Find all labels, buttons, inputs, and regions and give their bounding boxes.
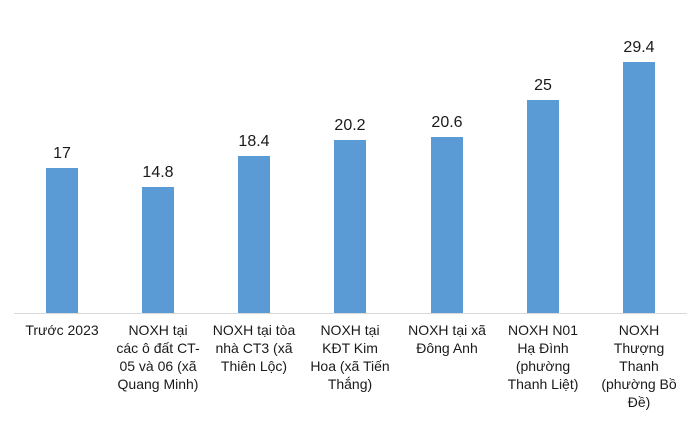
bar (142, 187, 174, 313)
plot-area: 17 14.8 18.4 20.2 20.6 25 29.4 (46, 39, 655, 313)
x-axis-category-label: NOXH Thượng Thanh (phường Bồ Đề) (601, 322, 677, 410)
bar-value-label: 17 (53, 145, 71, 162)
bar-value-label: 20.2 (334, 117, 366, 134)
bar-value-label: 18.4 (238, 133, 270, 150)
x-axis-category-label: NOXH tại các ô đất CT- 05 và 06 (xã Quan… (116, 322, 200, 392)
bar (527, 100, 559, 313)
x-axis-line (14, 313, 687, 314)
bar (431, 137, 463, 313)
x-axis-category-label: NOXH tại tòa nhà CT3 (xã Thiên Lộc) (212, 322, 296, 374)
bar (623, 62, 655, 313)
bar (334, 140, 366, 313)
bar-value-label: 29.4 (623, 39, 655, 56)
x-axis-category-label: NOXH N01 Hạ Đình (phường Thanh Liệt) (507, 322, 579, 392)
bar-value-label: 14.8 (142, 164, 174, 181)
bar-value-label: 25 (534, 77, 552, 94)
bar (46, 168, 78, 313)
bar (238, 156, 270, 313)
x-axis-category-label: NOXH tại KĐT Kim Hoa (xã Tiến Thắng) (310, 322, 390, 392)
bar-value-label: 20.6 (431, 114, 463, 131)
x-axis-category-label: Trước 2023 (25, 322, 99, 338)
x-axis-category-label: NOXH tại xã Đông Anh (408, 322, 486, 356)
